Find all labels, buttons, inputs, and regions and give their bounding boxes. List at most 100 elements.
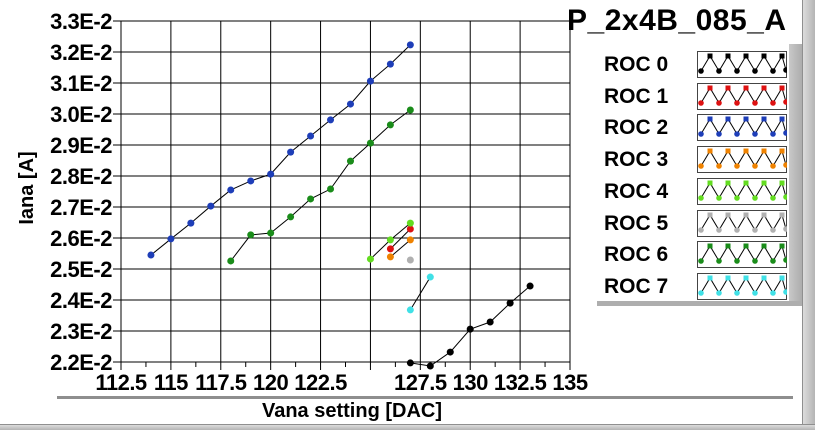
data-point-marker [307, 132, 315, 140]
legend-panel-shadow-right [789, 44, 802, 304]
x-tick-label: 115 [154, 370, 188, 395]
series-roc-7 [406, 273, 434, 314]
data-point-marker [147, 251, 155, 259]
y-tick-label: 2.4E-2 [50, 288, 112, 313]
x-tick-label: 120 [253, 370, 288, 395]
data-point-marker [406, 236, 414, 244]
legend-label: ROC 4 [604, 179, 669, 203]
data-point-marker [287, 213, 295, 221]
legend-label: ROC 5 [604, 211, 669, 235]
data-point-marker [386, 245, 394, 253]
series-line [230, 109, 411, 262]
data-point-marker [466, 325, 474, 333]
legend-row-roc-5: ROC 5 [604, 210, 787, 237]
legend-marker-zigzag-waveform-icon-roc-7 [697, 273, 787, 300]
data-point-marker [406, 219, 414, 227]
legend-row-roc-1: ROC 1 [604, 83, 787, 110]
data-point-marker [366, 77, 374, 85]
data-point-marker [386, 236, 394, 244]
data-point-marker [406, 41, 414, 49]
data-point-marker [227, 257, 235, 265]
window-frame-right [802, 0, 815, 430]
data-point-marker [227, 186, 235, 194]
x-tick-label: 117.5 [195, 370, 247, 395]
legend-row-roc-6: ROC 6 [604, 241, 787, 268]
axis-ticks [113, 20, 571, 370]
legend-marker-zigzag-waveform-icon-roc-2 [697, 114, 787, 141]
legend-marker-zigzag-waveform-icon-roc-4 [697, 178, 787, 205]
data-point-marker [366, 139, 374, 147]
legend-label: ROC 6 [604, 242, 669, 266]
legend-panel-shadow-bottom [597, 301, 802, 306]
data-point-marker [346, 157, 354, 165]
x-tick-label: 112.5 [95, 370, 147, 395]
y-tick-label: 3.3E-2 [50, 9, 112, 34]
data-point-marker [506, 299, 514, 307]
series-line [390, 239, 411, 258]
data-point-marker [406, 359, 414, 367]
legend-row-roc-0: ROC 0 [604, 51, 787, 78]
legend-marker-zigzag-waveform-icon-roc-6 [697, 241, 787, 268]
data-point-marker [386, 253, 394, 261]
data-point-marker [426, 273, 434, 281]
data-point-marker [406, 256, 414, 264]
series-line [390, 228, 411, 250]
data-point-marker [486, 318, 494, 326]
legend-label: ROC 7 [604, 274, 669, 298]
legend-row-roc-2: ROC 2 [604, 114, 787, 141]
data-point-marker [307, 195, 315, 203]
series-roc-1 [386, 225, 414, 253]
data-point-marker [386, 121, 394, 129]
data-point-marker [406, 225, 414, 233]
data-point-marker [406, 106, 414, 114]
legend-label: ROC 3 [604, 147, 669, 171]
legend-marker-zigzag-waveform-icon-roc-3 [697, 146, 787, 173]
data-point-marker [346, 100, 354, 108]
window-frame-bottom [0, 424, 815, 430]
series-roc-6 [227, 106, 414, 265]
page-title: P_2x4B_085_A [567, 4, 787, 37]
y-tick-label: 2.7E-2 [50, 195, 112, 220]
legend-label: ROC 2 [604, 115, 669, 139]
y-tick-label: 2.6E-2 [50, 226, 112, 251]
x-tick-label: 122.5 [294, 370, 347, 395]
data-point-marker [247, 231, 255, 239]
legend-row-roc-3: ROC 3 [604, 146, 787, 173]
canvas-panel-shadow [57, 396, 793, 399]
x-axis-title: Vana setting [DAC] [262, 400, 442, 422]
legend-row-roc-7: ROC 7 [604, 273, 787, 300]
axis-labels: 112.5 115 117.5 120 122.5 127.5 130 132.5 135 2.2… [16, 9, 588, 422]
series-line [409, 276, 431, 311]
data-point-marker [287, 148, 295, 156]
y-tick-label: 3.1E-2 [50, 71, 112, 96]
y-tick-label: 2.8E-2 [50, 164, 112, 189]
x-tick-label: 127.5 [394, 370, 447, 395]
y-tick-label: 3.0E-2 [50, 102, 112, 127]
y-tick-label: 2.3E-2 [50, 319, 112, 344]
data-point-marker [406, 306, 414, 314]
series-roc-4 [366, 219, 414, 263]
y-tick-label: 2.2E-2 [50, 350, 112, 375]
legend-row-roc-4: ROC 4 [604, 178, 787, 205]
series-roc-0 [406, 282, 534, 370]
data-point-marker [327, 185, 335, 193]
x-tick-label: 130 [453, 370, 488, 395]
y-tick-label: 2.5E-2 [50, 257, 112, 282]
data-point-marker [267, 229, 275, 237]
data-point-marker [366, 255, 374, 263]
data-point-marker [187, 219, 195, 227]
series-line [150, 44, 411, 256]
data-point-marker [446, 348, 454, 356]
series-roc-3 [386, 236, 414, 261]
legend-marker-zigzag-waveform-icon-roc-5 [697, 210, 787, 237]
data-point-marker [526, 282, 534, 290]
x-tick-label: 132.5 [494, 370, 547, 395]
y-tick-label: 3.2E-2 [50, 40, 112, 65]
data-point-marker [207, 202, 215, 210]
series-roc-5 [406, 256, 414, 264]
series-roc-2 [147, 41, 414, 259]
data-point-marker [247, 177, 255, 185]
legend-label: ROC 0 [604, 52, 669, 76]
